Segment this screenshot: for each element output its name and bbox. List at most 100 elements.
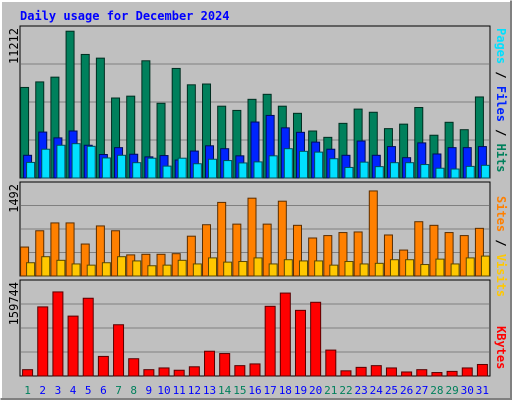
- bar-pages-day-24: [374, 166, 384, 179]
- bar-pages-day-5: [86, 145, 96, 179]
- panel-3-ymax-label: 159744: [7, 282, 21, 325]
- bar-sites-day-7: [117, 256, 127, 277]
- bar-pages-day-22: [344, 166, 354, 179]
- bar-pages-day-4: [71, 143, 81, 179]
- bar-visits-day-30: [459, 235, 469, 277]
- bar-visits-day-24: [368, 190, 378, 277]
- bar-kbytes-day-12: [188, 366, 200, 377]
- bar-visits-day-9: [141, 253, 151, 277]
- bar-visits-day-1: [20, 246, 30, 277]
- bar-sites-day-24: [374, 262, 384, 277]
- bar-visits-day-31: [474, 227, 484, 277]
- bar-visits-day-23: [353, 231, 363, 277]
- bar-kbytes-day-14: [219, 353, 231, 377]
- bar-sites-day-23: [359, 263, 369, 277]
- bar-kbytes-day-7: [113, 324, 125, 377]
- bar-kbytes-day-5: [82, 297, 94, 377]
- bar-pages-day-28: [435, 167, 445, 179]
- bar-pages-day-16: [253, 161, 263, 179]
- bar-visits-day-22: [338, 232, 348, 277]
- bar-sites-day-9: [147, 265, 157, 277]
- bar-visits-day-5: [80, 243, 90, 277]
- bar-sites-day-26: [405, 259, 415, 277]
- bar-visits-day-7: [111, 230, 121, 277]
- day-label-15: 15: [233, 384, 246, 397]
- bar-pages-day-17: [268, 155, 278, 179]
- bar-visits-day-4: [65, 222, 75, 277]
- bar-pages-day-20: [314, 151, 324, 179]
- bar-visits-day-16: [247, 197, 257, 277]
- bar-kbytes-day-20: [310, 301, 322, 377]
- bar-sites-day-14: [223, 261, 233, 277]
- day-label-20: 20: [309, 384, 322, 397]
- bar-kbytes-day-10: [158, 367, 170, 377]
- bar-kbytes-day-15: [234, 365, 246, 377]
- bar-visits-day-2: [35, 230, 45, 277]
- day-label-7: 7: [115, 384, 122, 397]
- bar-sites-day-13: [208, 257, 218, 277]
- bar-pages-day-10: [162, 165, 172, 179]
- bar-kbytes-day-11: [173, 369, 185, 377]
- bar-pages-day-31: [480, 164, 490, 179]
- bar-kbytes-day-17: [264, 305, 276, 377]
- bar-kbytes-day-1: [22, 369, 34, 377]
- day-label-2: 2: [39, 384, 46, 397]
- bar-sites-day-19: [298, 260, 308, 277]
- legend-sep-2: /: [494, 122, 508, 144]
- bar-pages-day-15: [238, 162, 248, 179]
- bar-kbytes-day-24: [370, 365, 382, 377]
- bar-visits-day-14: [217, 201, 227, 277]
- day-label-4: 4: [70, 384, 77, 397]
- bar-sites-day-27: [420, 264, 430, 277]
- legend-hits: Hits: [494, 144, 508, 173]
- bar-sites-day-29: [450, 263, 460, 277]
- bar-pages-day-27: [420, 164, 430, 179]
- bar-visits-day-28: [429, 224, 439, 277]
- bar-pages-day-8: [132, 162, 142, 179]
- panel-2-bars: [20, 190, 490, 277]
- bar-kbytes-day-2: [37, 306, 49, 377]
- day-label-29: 29: [445, 384, 458, 397]
- bar-pages-day-21: [329, 158, 339, 179]
- bar-sites-day-30: [465, 257, 475, 277]
- panel-1-ymax-label: 11212: [7, 28, 21, 64]
- day-label-5: 5: [85, 384, 92, 397]
- bar-pages-day-19: [298, 150, 308, 179]
- bar-kbytes-day-8: [128, 358, 140, 377]
- bar-kbytes-day-9: [143, 369, 155, 377]
- bar-kbytes-day-31: [476, 363, 488, 377]
- bar-pages-day-3: [56, 144, 66, 179]
- bar-kbytes-day-28: [431, 372, 443, 377]
- day-label-6: 6: [100, 384, 107, 397]
- day-label-11: 11: [173, 384, 186, 397]
- bar-kbytes-day-22: [340, 370, 352, 377]
- bar-pages-day-18: [283, 148, 293, 179]
- panel-2-legend: Sites / Visits: [494, 196, 508, 297]
- bar-visits-day-25: [383, 234, 393, 277]
- panel-3-grid: [21, 303, 489, 353]
- day-label-13: 13: [203, 384, 216, 397]
- bar-visits-day-6: [95, 225, 105, 277]
- bar-kbytes-day-3: [52, 291, 64, 377]
- bar-kbytes-day-23: [355, 366, 367, 377]
- bar-sites-day-10: [162, 264, 172, 277]
- day-label-26: 26: [400, 384, 413, 397]
- bar-sites-day-28: [435, 258, 445, 277]
- bar-pages-day-7: [117, 154, 127, 179]
- legend-pages: Pages: [494, 28, 508, 64]
- bar-sites-day-20: [314, 260, 324, 277]
- bar-visits-day-12: [186, 235, 196, 277]
- legend-kbytes: KBytes: [494, 326, 508, 369]
- bar-sites-day-17: [268, 263, 278, 277]
- bar-sites-day-5: [86, 264, 96, 277]
- bar-pages-day-12: [192, 163, 202, 179]
- bar-visits-day-21: [323, 235, 333, 277]
- day-label-27: 27: [415, 384, 428, 397]
- bar-sites-day-1: [26, 262, 36, 277]
- chart-title: Daily usage for December 2024: [20, 9, 230, 23]
- legend-visits: Visits: [494, 254, 508, 297]
- bar-sites-day-21: [329, 264, 339, 277]
